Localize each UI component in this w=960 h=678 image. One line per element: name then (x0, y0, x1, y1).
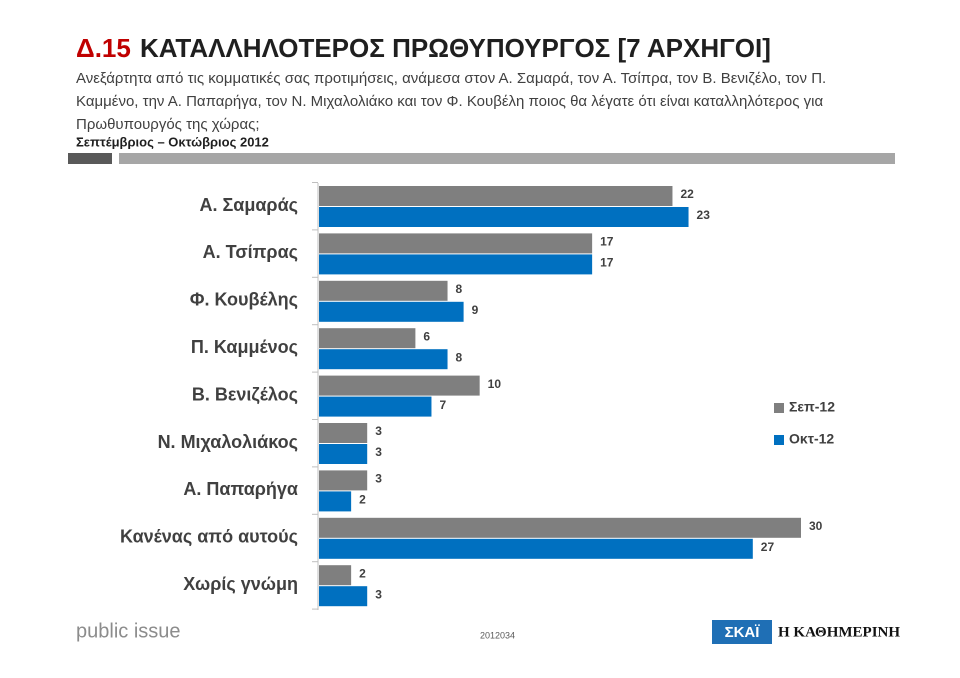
legend-label: Οκτ-12 (789, 431, 834, 447)
category-label: Α. Παπαρήγα (183, 479, 298, 499)
data-label: 3 (375, 472, 382, 486)
category-label: Α. Τσίπρας (203, 242, 298, 262)
data-label: 6 (423, 329, 430, 343)
logo: ΣΚΑΪ (725, 624, 761, 641)
data-label: 17 (600, 256, 614, 270)
chart-title: ΚΑΤΑΛΛΗΛΟΤΕΡΟΣ ΠΡΩΘΥΠΟΥΡΓΟΣ [7 ΑΡΧΗΓΟΙ] (140, 33, 771, 63)
bar (319, 565, 352, 586)
data-label: 22 (680, 187, 694, 201)
data-label: 9 (472, 303, 479, 317)
data-label: 3 (375, 424, 382, 438)
legend-swatch (774, 403, 784, 413)
bar (319, 233, 593, 254)
bar (319, 423, 368, 443)
title-code: Δ.15 (76, 33, 131, 63)
bar (319, 328, 416, 349)
logo: Η ΚΑΘΗΜΕΡΙΝΗ (778, 624, 900, 640)
legend-label: Σεπ-12 (789, 399, 835, 415)
subtitle: Ανεξάρτητα από τις κομματικές σας προτιμ… (76, 70, 827, 133)
category-label: Ν. Μιχαλολιάκος (158, 432, 298, 452)
data-label: 2 (359, 493, 366, 507)
category-label: Φ. Κουβέλης (190, 290, 298, 310)
data-label: 3 (375, 587, 382, 601)
category-label: Π. Καμμένος (191, 337, 298, 357)
data-label: 7 (439, 398, 446, 412)
brand: public issue (76, 620, 181, 642)
bar (319, 470, 368, 491)
data-label: 8 (456, 282, 463, 296)
bar (319, 444, 368, 464)
bar (319, 517, 801, 538)
bar (319, 538, 753, 559)
category-label: Β. Βενιζέλος (192, 384, 298, 405)
bar (319, 396, 432, 417)
data-label: 30 (809, 519, 823, 533)
bar (319, 491, 352, 512)
data-label: 23 (697, 208, 711, 222)
bar (319, 186, 673, 206)
category-label: Κανένας από αυτούς (120, 527, 298, 547)
divider (68, 153, 112, 164)
category-label: Χωρίς γνώμη (183, 574, 298, 594)
data-label: 27 (761, 540, 775, 554)
data-label: 2 (359, 566, 366, 580)
bar (319, 207, 689, 227)
data-label: 3 (375, 445, 382, 459)
bar (319, 280, 448, 301)
data-label: 10 (488, 377, 502, 391)
bar (319, 349, 448, 370)
report-code: 2012034 (480, 630, 515, 640)
period: Σεπτέμβριος – Οκτώβριος 2012 (76, 134, 269, 149)
divider (119, 153, 895, 164)
bar (319, 254, 593, 275)
category-label: Α. Σαμαράς (199, 195, 298, 215)
bar (319, 301, 464, 322)
data-label: 17 (600, 235, 614, 249)
data-label: 8 (456, 350, 463, 364)
legend-swatch (774, 435, 784, 445)
bar (319, 375, 480, 396)
logo-bg (712, 620, 772, 644)
bar (319, 586, 368, 607)
